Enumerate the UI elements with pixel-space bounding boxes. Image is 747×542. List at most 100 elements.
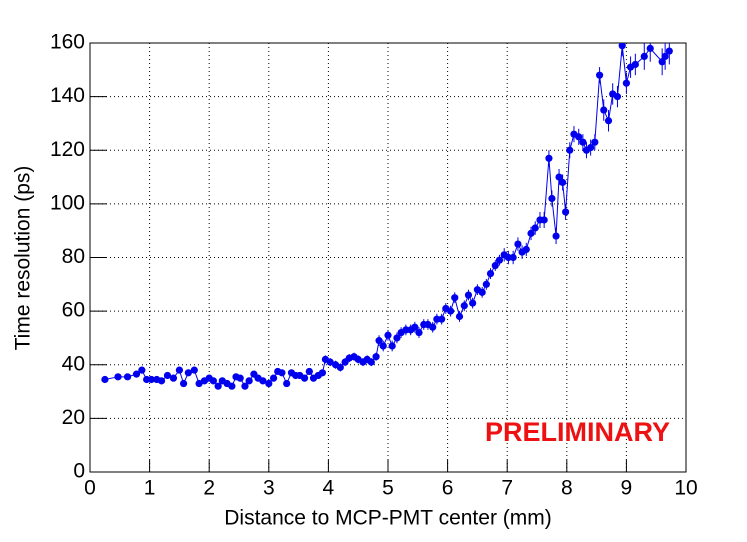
data-point — [157, 377, 166, 385]
data-point — [559, 178, 567, 187]
data-point — [613, 93, 622, 101]
data-point — [522, 245, 530, 254]
data-point — [531, 224, 539, 232]
data-point — [372, 353, 380, 361]
x-tick-label: 6 — [442, 477, 454, 500]
y-tick-label: 20 — [62, 406, 85, 429]
data-point — [375, 337, 383, 345]
data-point — [491, 261, 499, 270]
data-point — [228, 382, 236, 390]
plot-area — [101, 43, 673, 390]
data-point — [591, 138, 599, 146]
data-point — [460, 302, 468, 310]
data-point — [300, 374, 309, 382]
data-point — [241, 382, 249, 390]
data-point — [631, 60, 639, 69]
data-point — [209, 377, 217, 385]
data-point — [190, 366, 198, 374]
data-point — [618, 43, 626, 50]
data-point — [179, 379, 188, 388]
data-point — [562, 208, 570, 216]
data-point — [195, 379, 203, 388]
y-tick-label: 40 — [62, 352, 85, 375]
x-tick-label: 9 — [621, 477, 633, 500]
data-point — [509, 253, 517, 262]
y-tick-label: 140 — [50, 84, 85, 107]
data-point — [446, 307, 455, 315]
data-point — [384, 331, 392, 339]
data-point — [429, 323, 437, 331]
y-tick-label: 120 — [50, 138, 85, 161]
data-point — [101, 375, 109, 384]
annotation: PRELIMINARY — [485, 417, 670, 447]
data-point — [236, 374, 244, 382]
data-point — [132, 370, 141, 378]
data-point — [658, 58, 666, 66]
data-point — [646, 44, 654, 52]
data-point — [265, 379, 273, 388]
data-point — [604, 117, 613, 125]
data-point — [305, 367, 313, 376]
data-point — [451, 294, 459, 302]
data-point — [278, 369, 286, 377]
x-tick-label: 0 — [84, 477, 96, 500]
data-point — [661, 52, 669, 61]
data-point — [527, 229, 535, 237]
data-point — [326, 358, 334, 366]
plot-frame — [89, 42, 687, 473]
data-point — [482, 280, 490, 288]
y-tick-label: 80 — [62, 245, 85, 268]
data-point — [336, 363, 344, 372]
x-tick-label: 10 — [674, 477, 697, 500]
data-point — [147, 375, 155, 384]
data-point — [486, 269, 495, 278]
data-point — [514, 240, 522, 248]
data-point — [114, 373, 122, 381]
data-point — [478, 288, 486, 296]
data-point — [540, 216, 548, 224]
data-point — [587, 143, 595, 152]
data-point — [464, 291, 473, 299]
data-point — [438, 315, 446, 323]
data-point — [138, 366, 146, 374]
data-point — [393, 334, 401, 342]
data-point — [379, 342, 387, 350]
data-point — [411, 323, 419, 331]
x-tick-label: 7 — [501, 477, 513, 500]
x-axis-label: Distance to MCP-PMT center (mm) — [224, 507, 552, 530]
data-point — [555, 173, 563, 181]
y-axis-label: Time resolution (ps) — [12, 166, 35, 351]
data-point — [595, 71, 604, 79]
y-tick-label: 60 — [62, 299, 85, 322]
data-point — [545, 154, 553, 162]
data-point — [245, 377, 253, 385]
data-point — [575, 133, 583, 141]
x-tick-label: 4 — [323, 477, 335, 500]
data-point — [665, 47, 673, 55]
data-point — [495, 256, 504, 264]
data-point — [548, 194, 556, 203]
data-point — [169, 374, 178, 382]
data-point — [318, 369, 327, 377]
data-point — [283, 379, 291, 388]
data-point — [455, 312, 464, 321]
data-point — [214, 382, 222, 390]
data-point — [184, 369, 192, 377]
x-tick-label: 8 — [561, 477, 573, 500]
data-point — [415, 328, 423, 337]
data-point — [640, 52, 648, 61]
data-point — [367, 358, 375, 366]
data-point — [552, 232, 560, 240]
data-point — [123, 373, 132, 381]
data-point — [259, 377, 267, 385]
x-tick-label: 2 — [203, 477, 215, 500]
y-tick-label: 160 — [50, 31, 85, 54]
data-point — [566, 146, 574, 154]
x-tick-label: 5 — [382, 477, 394, 500]
data-point — [600, 106, 608, 114]
x-tick-label: 3 — [263, 477, 275, 500]
data-point — [388, 342, 396, 350]
y-tick-label: 0 — [73, 460, 85, 483]
